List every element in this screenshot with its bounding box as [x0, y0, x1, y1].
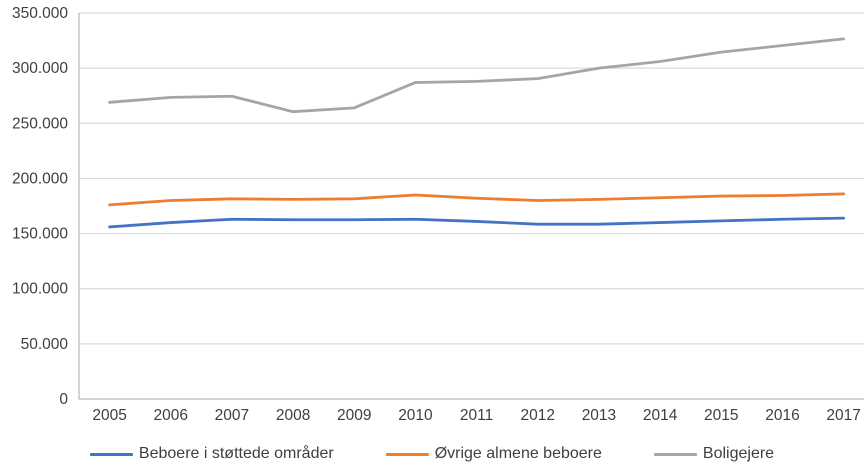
- x-tick-label: 2008: [276, 407, 310, 424]
- x-tick-label: 2015: [704, 407, 738, 424]
- x-tick-label: 2011: [460, 407, 493, 424]
- y-tick-label: 0: [59, 391, 68, 408]
- x-tick-label: 2005: [92, 407, 126, 424]
- plot-area: 0 50.000 100.000 150.000 200.000 250.000 300.0…: [12, 5, 864, 424]
- y-tick-label: 100.000: [12, 281, 68, 298]
- x-tick-label: 2006: [154, 407, 188, 424]
- series-line-beboere-i-st-ttede-omr-der: [108, 216, 846, 229]
- legend-label: Boligejere: [702, 445, 775, 462]
- x-tick-label: 2013: [582, 407, 616, 424]
- legend-line-swatch-orange: [385, 452, 429, 456]
- x-tick-label: 2017: [826, 407, 860, 424]
- legend-label: Beboere i støttede områder: [138, 445, 334, 462]
- x-tick-label: 2007: [215, 407, 249, 424]
- y-tick-label: 200.000: [12, 170, 68, 187]
- legend-item-ovrige-almene-beboere: Øvrige almene beboere: [385, 445, 602, 463]
- y-tick-label: 250.000: [12, 115, 68, 132]
- legend: Beboere i støttede områder Øvrige almene…: [0, 438, 864, 470]
- y-tick-label: 150.000: [12, 226, 68, 243]
- x-tick-label: 2009: [337, 407, 371, 424]
- legend-item-beboere-i-stottede-omrader: Beboere i støttede områder: [89, 445, 334, 463]
- x-tick-label: 2010: [398, 407, 433, 424]
- series-line-boligejere: [108, 37, 846, 114]
- legend-line-swatch-blue: [89, 452, 133, 456]
- series-line--vrige-almene-beboere: [108, 192, 846, 207]
- y-tick-label: 350.000: [12, 5, 68, 22]
- legend-line-swatch-gray: [653, 452, 697, 456]
- y-tick-label: 300.000: [12, 60, 68, 77]
- x-tick-label: 2016: [765, 407, 799, 424]
- x-tick-label: 2014: [643, 407, 678, 424]
- x-tick-label: 2012: [521, 407, 555, 424]
- legend-label: Øvrige almene beboere: [434, 445, 602, 462]
- y-tick-label: 50.000: [21, 336, 69, 353]
- legend-item-boligejere: Boligejere: [653, 445, 775, 463]
